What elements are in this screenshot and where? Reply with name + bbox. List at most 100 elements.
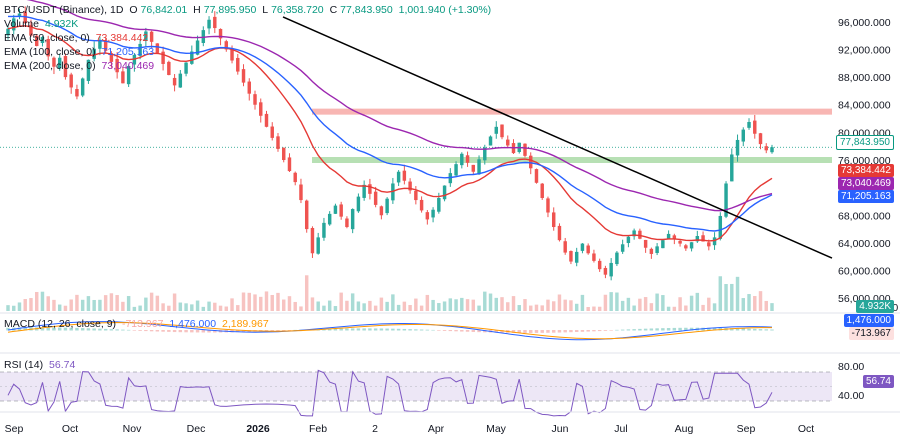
candle-body xyxy=(304,200,309,230)
volume-bar xyxy=(689,295,694,311)
symbol-header[interactable]: BTC/USDT (Binance), 1D O 76,842.01 H 77,89… xyxy=(4,3,494,17)
macd-hist-bar xyxy=(672,327,677,331)
volume-legend[interactable]: Volume 4.932K xyxy=(4,17,81,31)
low-label: L xyxy=(262,4,269,16)
candle-body xyxy=(287,157,292,172)
volume-bar xyxy=(23,299,27,311)
candle-body xyxy=(437,198,441,212)
volume-bar xyxy=(138,305,142,311)
rsi-legend[interactable]: RSI (14) 56.74 xyxy=(4,358,78,372)
rsi-value: 56.74 xyxy=(49,359,76,371)
candle-body xyxy=(730,154,734,182)
candle-body xyxy=(12,18,16,31)
ema50-legend[interactable]: EMA (50, close, 0) 73,384.442 xyxy=(4,31,151,45)
volume-bar xyxy=(287,296,292,311)
volume-bar xyxy=(322,305,326,311)
volume-bar xyxy=(207,301,211,311)
ema50-label: EMA (50, close, 0) xyxy=(4,32,90,44)
candle-body xyxy=(264,113,269,127)
candle-body xyxy=(506,139,510,146)
volume-bar xyxy=(184,303,188,311)
candle-body xyxy=(178,73,183,88)
candle-body xyxy=(138,43,142,56)
candle-body xyxy=(431,209,435,218)
close-label: C xyxy=(329,4,338,16)
macd-hist-bar xyxy=(132,330,137,331)
volume-bar xyxy=(529,305,533,311)
rsi-axis-label: 80.00 xyxy=(838,361,864,373)
volume-bar xyxy=(580,294,585,311)
candle-body xyxy=(586,245,590,254)
candle-body xyxy=(747,122,751,128)
ema100-legend[interactable]: EMA (100, close, 0) 71,205.163 xyxy=(4,45,157,59)
volume-bar xyxy=(431,299,435,311)
macd-hist-bar xyxy=(339,328,343,331)
volume-label: Volume xyxy=(4,18,40,30)
candle-body xyxy=(546,198,550,213)
volume-bar xyxy=(310,297,315,311)
volume-bar xyxy=(546,299,550,311)
volume-bar xyxy=(695,292,700,311)
candle-body xyxy=(345,218,349,228)
candle-body xyxy=(109,53,114,62)
ema200-legend[interactable]: EMA (200, close, 0) 73,040.469 xyxy=(4,59,157,73)
volume-bar xyxy=(408,305,412,311)
macd-hist-bar xyxy=(758,329,763,331)
candle-body xyxy=(161,51,165,64)
symbol-name[interactable]: BTC/USDT (Binance), 1D xyxy=(4,4,124,16)
candle-body xyxy=(17,13,22,16)
volume-bar xyxy=(350,293,355,311)
macd-hist-bar xyxy=(190,330,194,333)
candle-body xyxy=(310,227,315,254)
volume-bar xyxy=(414,298,418,311)
volume-bar xyxy=(86,296,91,311)
macd-hist-bar xyxy=(379,328,384,331)
candle-body xyxy=(207,19,211,29)
volume-bar xyxy=(425,294,430,311)
volume-bar xyxy=(69,299,73,311)
candle-body xyxy=(609,262,613,277)
macd-hist-bar xyxy=(666,328,671,331)
volume-bar xyxy=(557,294,562,311)
volume-bar xyxy=(115,295,119,311)
candle-body xyxy=(339,204,343,217)
volume-bar xyxy=(770,303,774,311)
volume-bar xyxy=(327,300,332,311)
candle-body xyxy=(253,94,257,105)
volume-bar xyxy=(391,294,395,311)
volume-bar xyxy=(190,304,194,311)
time-axis-label: Dec xyxy=(187,423,206,435)
candle-body xyxy=(40,37,45,43)
candle-body xyxy=(563,241,567,253)
macd-legend[interactable]: MACD (12, 26, close, 9) -713.967 1,476.0… xyxy=(4,317,272,331)
volume-bar xyxy=(569,300,573,311)
main-pane[interactable] xyxy=(0,0,833,281)
volume-bar xyxy=(678,297,682,311)
macd-hist-bar xyxy=(92,328,96,331)
macd-hist-bar xyxy=(569,330,573,333)
macd-line-value: 1,476.000 xyxy=(169,318,217,330)
candle-body xyxy=(534,169,539,183)
macd-hist-bar xyxy=(534,330,539,333)
price-axis-label: 84,000.000 xyxy=(838,100,891,112)
candle-body xyxy=(626,236,631,244)
volume-bar xyxy=(362,303,366,311)
macd-hist-bar xyxy=(241,330,246,333)
macd-hist-bar xyxy=(167,330,171,332)
volume-bar xyxy=(511,296,516,311)
candle-body xyxy=(155,43,160,53)
macd-hist-bar xyxy=(276,330,280,332)
candle-body xyxy=(144,31,148,41)
volume-bar xyxy=(29,298,33,311)
rsi-tag: 56.74 xyxy=(862,375,894,388)
candle-body xyxy=(454,164,458,176)
volume-bar xyxy=(747,294,751,311)
macd-hist-bar xyxy=(540,330,544,333)
candle-body xyxy=(718,215,723,239)
volume-bar xyxy=(638,298,642,311)
volume-bar xyxy=(494,297,498,311)
candle-body xyxy=(201,30,206,43)
volume-bar xyxy=(98,299,102,311)
volume-pane xyxy=(6,275,774,311)
